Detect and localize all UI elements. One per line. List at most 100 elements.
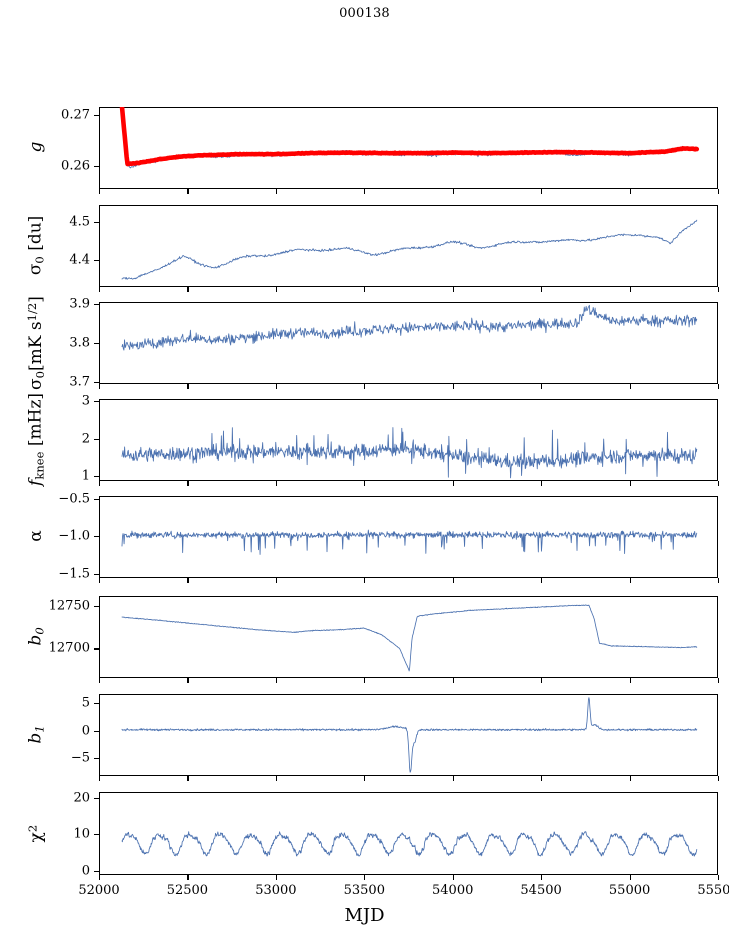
x-tick-mark-sigma0_du-2	[275, 287, 278, 292]
y-tick-label-alpha-1: −1.0	[58, 528, 90, 544]
y-tick-mark-alpha-0	[94, 573, 99, 575]
x-tick-mark-sigma0_mk-3	[364, 384, 366, 389]
x-tick-mark-g-6	[629, 189, 631, 194]
x-tick-mark-b1-0	[99, 776, 101, 781]
x-tick-mark-sigma0_mk-0	[99, 384, 101, 389]
x-tick-mark-alpha-7	[718, 578, 720, 583]
panel-frame-sigma0_mk	[99, 302, 718, 384]
y-tick-mark-alpha-2	[94, 499, 99, 501]
x-tick-mark-b0-2	[275, 678, 278, 683]
plot-area-sigma0_mk	[121, 304, 698, 351]
x-tick-mark-alpha-5	[541, 578, 543, 583]
y-tick-mark-sigma0_du-0	[94, 260, 99, 262]
y-tick-label-b1-1: 0	[81, 723, 90, 739]
y-tick-label-fknee-0: 1	[81, 468, 90, 484]
y-tick-mark-chi2-2	[94, 797, 99, 799]
x-tick-mark-sigma0_mk-1	[187, 384, 189, 389]
panel-frame-b0	[99, 596, 718, 678]
panel-fknee	[99, 399, 718, 481]
y-tick-mark-chi2-1	[94, 834, 99, 836]
x-axis-label: MJD	[344, 905, 385, 926]
panel-sigma0_du	[99, 205, 718, 287]
x-tick-mark-b0-5	[541, 678, 543, 683]
y-tick-mark-b1-2	[94, 702, 99, 705]
plot-area-b1	[121, 697, 698, 773]
x-tick-mark-b0-0	[99, 678, 101, 683]
y-tick-mark-chi2-0	[94, 870, 99, 872]
y-tick-mark-g-1	[94, 114, 99, 116]
x-tick-mark-chi2-6	[629, 875, 631, 880]
x-tick-mark-sigma0_du-5	[541, 287, 543, 292]
x-tick-mark-g-4	[452, 189, 454, 194]
data-line-b0	[121, 604, 698, 672]
y-tick-label-g-1: 0.27	[61, 107, 90, 123]
x-tick-mark-chi2-3	[364, 875, 366, 880]
y-tick-label-fknee-1: 2	[81, 431, 90, 446]
data-line-g-raw	[121, 108, 698, 169]
x-tick-mark-b1-1	[187, 776, 189, 781]
x-tick-mark-g-1	[187, 189, 189, 194]
y-tick-mark-sigma0_du-1	[94, 222, 99, 224]
y-tick-label-sigma0_mk-2: 3.9	[69, 296, 90, 312]
panel-b1	[99, 694, 718, 776]
x-tick-mark-fknee-3	[364, 481, 366, 486]
x-tick-label-1: 52500	[166, 883, 209, 898]
y-axis-label-chi2: χ2	[25, 824, 47, 842]
x-tick-mark-alpha-4	[452, 578, 454, 583]
data-line-b1	[121, 697, 698, 773]
x-tick-mark-fknee-1	[187, 481, 189, 486]
x-tick-mark-fknee-7	[718, 481, 720, 486]
x-tick-mark-fknee-6	[629, 481, 631, 486]
x-tick-mark-sigma0_du-0	[99, 287, 101, 292]
y-tick-mark-b0-0	[94, 648, 99, 650]
x-tick-mark-sigma0_du-1	[187, 287, 189, 292]
plot-area-b0	[121, 604, 698, 672]
plot-area-sigma0_du	[121, 219, 698, 280]
y-tick-mark-sigma0_mk-0	[94, 382, 99, 384]
y-tick-label-fknee-2: 3	[81, 393, 90, 409]
x-tick-mark-b0-6	[629, 678, 631, 683]
panel-frame-fknee	[99, 399, 718, 481]
panel-frame-sigma0_du	[99, 205, 718, 287]
x-tick-mark-sigma0_du-4	[452, 287, 454, 292]
x-tick-mark-b1-4	[452, 776, 454, 781]
x-tick-mark-chi2-4	[452, 875, 454, 880]
x-tick-mark-fknee-0	[99, 481, 101, 486]
x-tick-mark-g-2	[275, 189, 278, 194]
x-tick-mark-sigma0_mk-7	[718, 384, 720, 389]
x-tick-label-4: 54000	[432, 883, 474, 898]
x-tick-mark-fknee-4	[452, 481, 454, 486]
figure-title: 000138	[339, 6, 390, 21]
y-tick-mark-fknee-0	[94, 476, 99, 478]
y-tick-label-sigma0_mk-0: 3.7	[69, 374, 90, 390]
data-line-chi2	[121, 831, 698, 857]
x-tick-mark-alpha-2	[275, 578, 278, 583]
data-line-g-smoothed	[119, 107, 700, 167]
y-tick-mark-g-0	[94, 165, 99, 168]
x-tick-mark-b1-2	[275, 776, 278, 781]
plot-area-chi2	[121, 831, 698, 857]
x-tick-mark-g-7	[718, 189, 720, 194]
x-tick-mark-b0-3	[364, 678, 366, 683]
y-tick-label-alpha-0: −1.5	[58, 566, 90, 581]
x-tick-mark-sigma0_du-7	[718, 287, 720, 292]
x-tick-mark-chi2-7	[718, 875, 720, 880]
y-tick-label-alpha-2: −0.5	[58, 491, 90, 507]
x-tick-mark-chi2-5	[541, 875, 543, 880]
x-tick-mark-b1-3	[364, 776, 366, 781]
panel-g	[99, 107, 718, 189]
x-tick-mark-sigma0_du-6	[629, 287, 631, 292]
x-tick-label-5: 54500	[520, 883, 562, 898]
x-tick-mark-alpha-3	[364, 578, 366, 583]
x-tick-mark-b1-5	[541, 776, 543, 781]
y-tick-label-b0-0: 12700	[48, 640, 90, 656]
data-line-alpha	[121, 529, 698, 555]
y-tick-label-chi2-1: 10	[73, 826, 90, 842]
x-tick-mark-sigma0_mk-5	[541, 384, 543, 389]
y-tick-label-chi2-0: 0	[81, 863, 90, 879]
x-tick-mark-fknee-5	[541, 481, 543, 486]
panel-alpha	[99, 496, 718, 578]
x-tick-mark-b0-1	[187, 678, 189, 683]
x-tick-mark-alpha-6	[629, 578, 631, 583]
